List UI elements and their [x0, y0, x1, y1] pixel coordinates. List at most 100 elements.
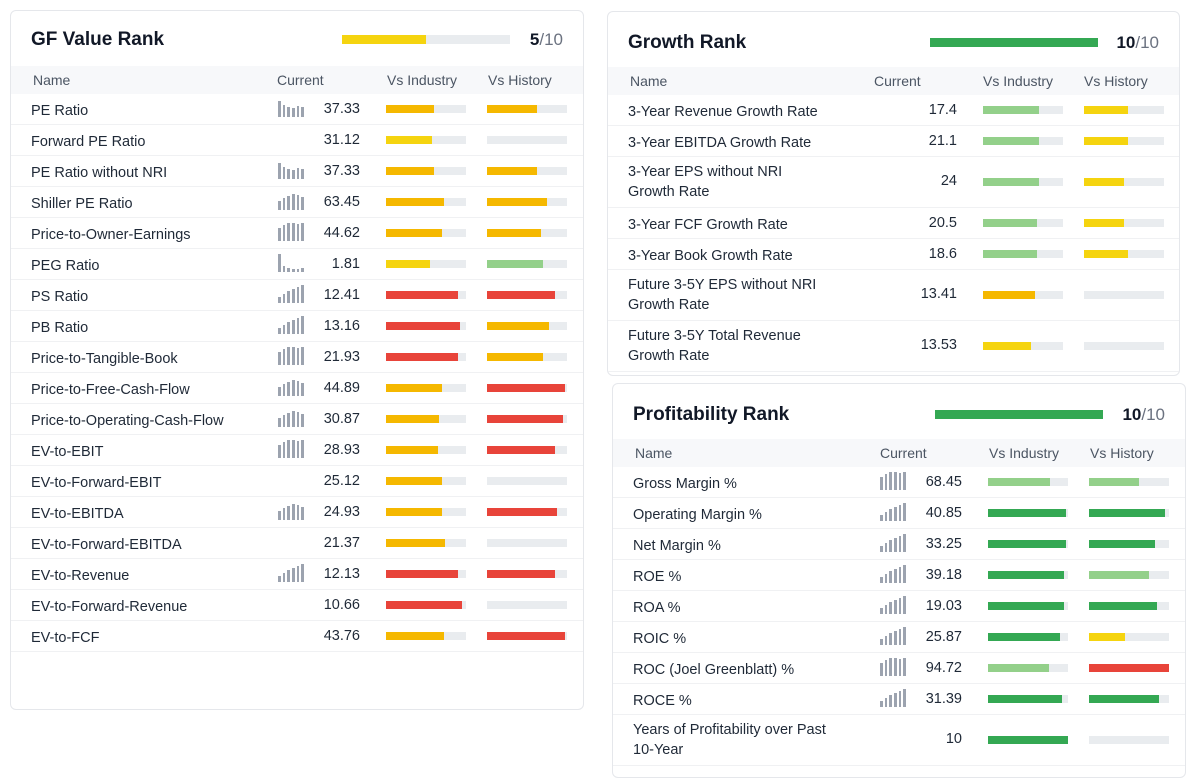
metric-name-line: Growth Rate [628, 184, 710, 200]
metric-name[interactable]: 3-Year EBITDA Growth Rate [628, 133, 811, 153]
bar-chart-sparkline-icon[interactable] [880, 689, 907, 707]
metric-name[interactable]: EV-to-Forward-EBIT [31, 473, 162, 493]
metric-row[interactable]: ROA % 19.03 [613, 591, 1185, 622]
metric-row[interactable]: ROIC % 25.87 [613, 622, 1185, 653]
metric-name[interactable]: Operating Margin % [633, 505, 762, 525]
bar-chart-sparkline-icon[interactable] [278, 285, 305, 303]
vs-industry-bar-fill [988, 509, 1067, 517]
bar-chart-sparkline-icon[interactable] [278, 223, 305, 241]
metric-row[interactable]: EV-to-EBITDA 24.93 [11, 497, 583, 528]
metric-row[interactable]: 3-Year Book Growth Rate 18.6 [608, 239, 1179, 270]
metric-name[interactable]: EV-to-EBIT [31, 442, 104, 462]
metric-row[interactable]: Gross Margin % 68.45 [613, 467, 1185, 498]
metric-row[interactable]: Operating Margin % 40.85 [613, 498, 1185, 529]
metric-name[interactable]: EV-to-Revenue [31, 566, 129, 586]
metric-name[interactable]: Future 3-5Y EPS without NRI Growth Rate [628, 275, 816, 315]
metric-name[interactable]: EV-to-EBITDA [31, 504, 124, 524]
metric-row[interactable]: 3-Year FCF Growth Rate 20.5 [608, 208, 1179, 239]
metric-name[interactable]: Gross Margin % [633, 474, 737, 494]
bar-chart-sparkline-icon[interactable] [278, 192, 305, 210]
metric-name[interactable]: 3-Year EPS without NRI Growth Rate [628, 162, 782, 202]
bar-chart-sparkline-icon[interactable] [880, 503, 907, 521]
bar-chart-sparkline-icon[interactable] [880, 534, 907, 552]
metric-name[interactable]: Price-to-Free-Cash-Flow [31, 380, 190, 400]
metric-name[interactable]: PB Ratio [31, 318, 88, 338]
metric-row[interactable]: PEG Ratio 1.81 [11, 249, 583, 280]
metric-name[interactable]: Forward PE Ratio [31, 132, 145, 152]
metric-row[interactable]: PE Ratio without NRI 37.33 [11, 156, 583, 187]
metric-row[interactable]: Forward PE Ratio 31.12 [11, 125, 583, 156]
metric-row[interactable]: 3-Year EBITDA Growth Rate 21.1 [608, 126, 1179, 157]
column-vs-industry: Vs Industry [983, 73, 1054, 89]
metric-name[interactable]: Shiller PE Ratio [31, 194, 133, 214]
vs-industry-bar-fill [386, 508, 442, 516]
bar-chart-sparkline-icon[interactable] [278, 564, 305, 582]
vs-history-bar-fill [487, 322, 550, 330]
bar-chart-sparkline-icon[interactable] [278, 316, 305, 334]
metric-name[interactable]: PE Ratio [31, 101, 88, 121]
metric-row[interactable]: ROE % 39.18 [613, 560, 1185, 591]
metric-row[interactable]: EV-to-Revenue 12.13 [11, 559, 583, 590]
bar-chart-sparkline-icon[interactable] [278, 502, 305, 520]
bar-chart-sparkline-icon[interactable] [278, 99, 305, 117]
vs-history-bar [1089, 633, 1169, 641]
metric-name[interactable]: ROIC % [633, 629, 686, 649]
metric-row[interactable]: ROCE % 31.39 [613, 684, 1185, 715]
metric-name[interactable]: EV-to-Forward-EBITDA [31, 535, 182, 555]
bar-chart-sparkline-icon[interactable] [880, 565, 907, 583]
metric-name[interactable]: ROA % [633, 598, 681, 618]
metric-name[interactable]: PEG Ratio [31, 256, 100, 276]
metric-row[interactable]: Future 3-5Y EPS without NRI Growth Rate 13… [608, 270, 1179, 321]
bar-chart-sparkline-icon[interactable] [880, 596, 907, 614]
bar-chart-sparkline-icon[interactable] [278, 254, 305, 272]
metric-row[interactable]: Price-to-Free-Cash-Flow 44.89 [11, 373, 583, 404]
metric-name[interactable]: Price-to-Tangible-Book [31, 349, 178, 369]
metric-row[interactable]: Future 3-5Y Total Revenue Growth Rate 13.5… [608, 321, 1179, 372]
metric-value: 68.45 [925, 474, 962, 490]
metric-name[interactable]: ROE % [633, 567, 681, 587]
bar-chart-sparkline-icon[interactable] [278, 440, 305, 458]
bar-chart-sparkline-icon[interactable] [278, 347, 305, 365]
metric-name[interactable]: 3-Year Revenue Growth Rate [628, 102, 818, 122]
metric-row[interactable]: Price-to-Operating-Cash-Flow 30.87 [11, 404, 583, 435]
vs-history-bar-fill [487, 260, 543, 268]
metric-row[interactable]: Shiller PE Ratio 63.45 [11, 187, 583, 218]
vs-history-bar [487, 570, 567, 578]
metric-row[interactable]: EV-to-Forward-EBIT 25.12 [11, 466, 583, 497]
metric-row[interactable]: EV-to-Forward-EBITDA 21.37 [11, 528, 583, 559]
metric-row[interactable]: 3-Year Revenue Growth Rate 17.4 [608, 95, 1179, 126]
metric-row[interactable]: 3-Year EPS without NRI Growth Rate 24 [608, 157, 1179, 208]
bar-chart-sparkline-icon[interactable] [880, 658, 907, 676]
bar-chart-sparkline-icon[interactable] [880, 472, 907, 490]
metric-row[interactable]: EV-to-EBIT 28.93 [11, 435, 583, 466]
metric-row[interactable]: EV-to-FCF 43.76 [11, 621, 583, 652]
metric-name[interactable]: Future 3-5Y Total Revenue Growth Rate [628, 326, 801, 366]
bar-chart-sparkline-icon[interactable] [880, 627, 907, 645]
bar-chart-sparkline-icon[interactable] [278, 161, 305, 179]
metric-row[interactable]: PE Ratio 37.33 [11, 94, 583, 125]
metric-row[interactable]: ROC (Joel Greenblatt) % 94.72 [613, 653, 1185, 684]
metric-row[interactable]: PS Ratio 12.41 [11, 280, 583, 311]
metric-name[interactable]: EV-to-FCF [31, 628, 99, 648]
metric-row[interactable]: Years of Profitability over Past 10-Year 1… [613, 715, 1185, 766]
metric-row[interactable]: PB Ratio 13.16 [11, 311, 583, 342]
metric-name[interactable]: ROCE % [633, 691, 692, 711]
metric-row[interactable]: Price-to-Tangible-Book 21.93 [11, 342, 583, 373]
metric-name[interactable]: Years of Profitability over Past 10-Year [633, 720, 826, 760]
metric-row[interactable]: Price-to-Owner-Earnings 44.62 [11, 218, 583, 249]
metric-row[interactable]: EV-to-Forward-Revenue 10.66 [11, 590, 583, 621]
bar-chart-sparkline-icon[interactable] [278, 378, 305, 396]
metric-name[interactable]: ROC (Joel Greenblatt) % [633, 660, 794, 680]
metric-row[interactable]: Net Margin % 33.25 [613, 529, 1185, 560]
metric-name[interactable]: PE Ratio without NRI [31, 163, 167, 183]
vs-industry-bar-fill [386, 322, 460, 330]
bar-chart-sparkline-icon[interactable] [278, 409, 305, 427]
metric-name[interactable]: Net Margin % [633, 536, 721, 556]
metric-name[interactable]: 3-Year FCF Growth Rate [628, 215, 788, 235]
metric-name[interactable]: Price-to-Owner-Earnings [31, 225, 191, 245]
metric-name[interactable]: PS Ratio [31, 287, 88, 307]
metric-name[interactable]: 3-Year Book Growth Rate [628, 246, 793, 266]
metric-name[interactable]: Price-to-Operating-Cash-Flow [31, 411, 224, 431]
vs-industry-bar [988, 602, 1068, 610]
metric-name[interactable]: EV-to-Forward-Revenue [31, 597, 187, 617]
